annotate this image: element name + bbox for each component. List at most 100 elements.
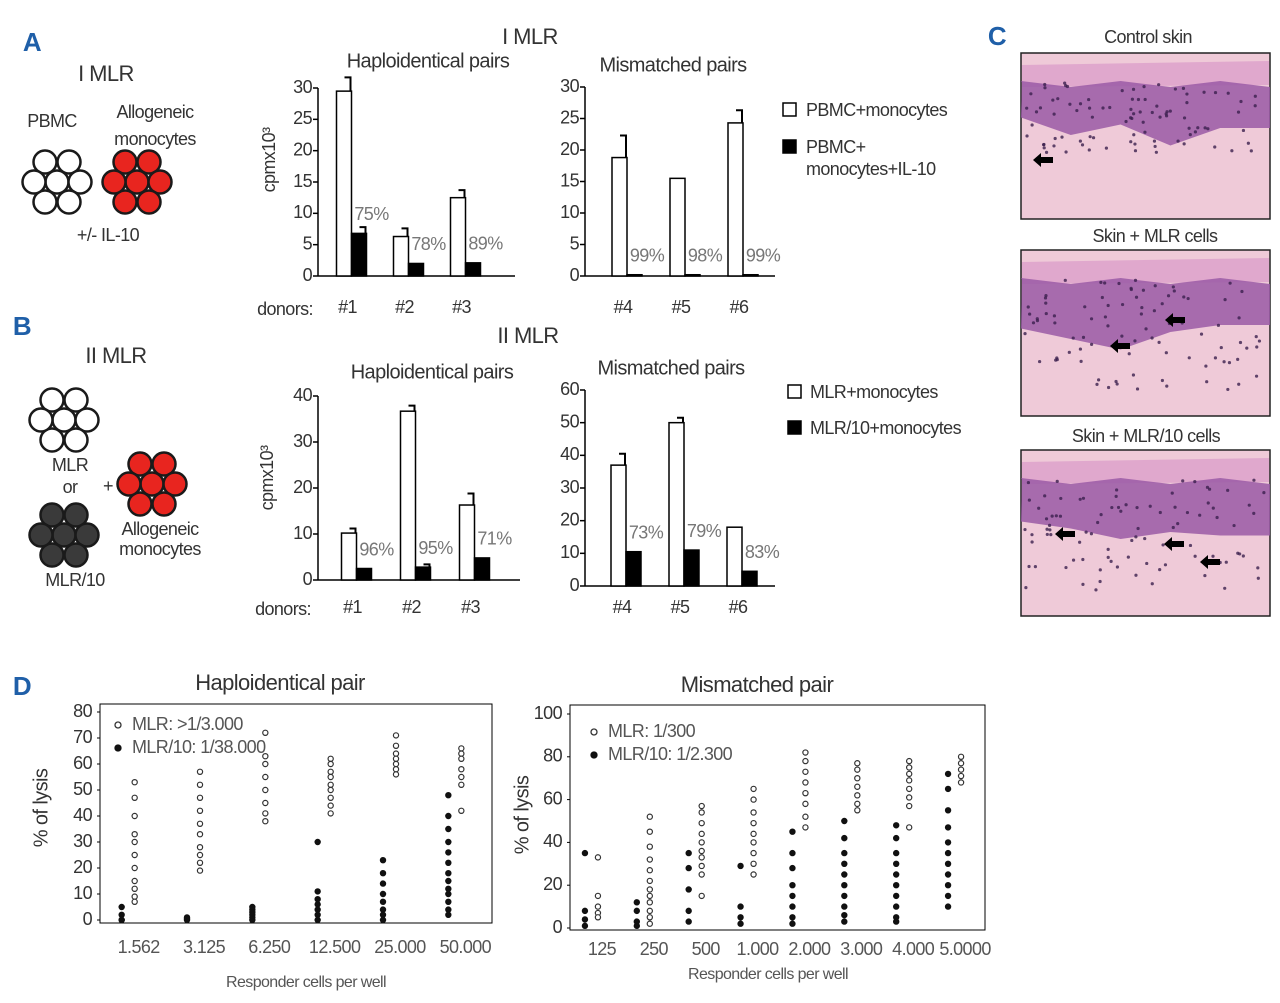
cell (147, 169, 173, 195)
reduction-label: 99% (746, 245, 781, 265)
point (646, 886, 654, 893)
nucleus (1185, 92, 1189, 96)
y-tick-label: 10 (73, 883, 92, 903)
plot-frame (569, 704, 986, 931)
reduction-label: 89% (468, 234, 503, 254)
diagram-label: monocytes (114, 129, 196, 149)
point (944, 903, 952, 910)
x-tick-label: 3.125 (183, 937, 226, 957)
legend-label: MLR: 1/300 (608, 721, 696, 741)
nucleus (1262, 491, 1266, 495)
point (892, 871, 900, 878)
nucleus (1213, 145, 1217, 149)
bar (626, 273, 643, 277)
bar (392, 235, 410, 277)
y-tick-label: 30 (293, 431, 312, 451)
nucleus (1222, 360, 1226, 364)
nucleus (1158, 115, 1162, 119)
diagram-label: PBMC (27, 111, 77, 131)
x-tick-label: 500 (692, 939, 721, 959)
bar (726, 526, 743, 587)
bar (684, 273, 701, 277)
nucleus (1176, 139, 1180, 143)
nucleus (1064, 150, 1068, 154)
diagram-label: or (63, 477, 78, 497)
chart-title: Haploidentical pairs (351, 361, 514, 383)
nucleus (1089, 317, 1094, 321)
point (854, 783, 861, 790)
nucleus (1087, 148, 1091, 152)
nucleus (1219, 345, 1223, 350)
x-tick-label: 1.000 (737, 939, 780, 959)
reduction-label: 73% (629, 522, 664, 542)
x-tick-label: 5.0000 (939, 939, 991, 959)
point (118, 916, 125, 924)
point (445, 849, 452, 856)
point (445, 877, 452, 885)
y-tick-label: 50 (73, 779, 92, 799)
nucleus (1116, 505, 1121, 510)
nucleus (1187, 126, 1191, 130)
cell (28, 522, 54, 548)
bar (335, 90, 353, 277)
error-bar (408, 404, 416, 412)
nucleus (1089, 532, 1094, 536)
nucleus (1023, 331, 1027, 336)
x-tick-label: 125 (588, 939, 617, 959)
point (327, 802, 334, 809)
x-tick-label: #2 (402, 597, 421, 617)
nucleus (1079, 359, 1083, 363)
nucleus (1157, 340, 1161, 344)
point (196, 851, 204, 859)
cell (56, 149, 82, 175)
nucleus (1256, 566, 1260, 570)
error-bar (401, 227, 409, 237)
nucleus (1025, 106, 1029, 110)
nucleus (1155, 104, 1159, 108)
point (445, 885, 452, 893)
nucleus (1255, 345, 1259, 349)
point (841, 817, 848, 825)
nucleus (1238, 340, 1243, 345)
y-tick-label: 50 (560, 411, 579, 431)
point (750, 871, 757, 878)
point (646, 907, 654, 915)
chart-title: Haploidentical pair (195, 670, 365, 695)
point (314, 911, 321, 919)
point (646, 856, 654, 863)
nucleus (1133, 142, 1137, 146)
y-tick-label: 0 (570, 265, 580, 285)
nucleus (1153, 284, 1157, 288)
x-tick-label: 50.000 (440, 937, 492, 957)
nucleus (1078, 102, 1083, 106)
nucleus (1115, 382, 1119, 386)
point (944, 839, 952, 846)
nucleus (1053, 321, 1057, 325)
nucleus (1132, 133, 1136, 137)
nucleus (1055, 356, 1059, 360)
point (392, 750, 400, 757)
point (737, 862, 744, 870)
nucleus (1130, 538, 1134, 543)
point (802, 800, 809, 808)
y-tick-label: 40 (543, 831, 562, 851)
nucleus (1199, 332, 1204, 336)
diagram-label: MLR (52, 455, 89, 475)
nucleus (1071, 558, 1076, 562)
point (392, 742, 400, 750)
nucleus (1104, 146, 1109, 150)
point (118, 903, 125, 911)
cell (151, 451, 177, 477)
point (314, 901, 321, 908)
nucleus (1060, 135, 1064, 139)
point (445, 911, 452, 919)
nucleus (1131, 373, 1136, 377)
point (892, 892, 900, 900)
point (458, 755, 465, 763)
y-tick-label: 25 (293, 108, 312, 128)
y-axis-label: cpmx10³ (257, 445, 277, 510)
point (646, 843, 654, 850)
x-tick-label: 3.000 (840, 939, 883, 959)
nucleus (1226, 91, 1230, 95)
bar (449, 196, 467, 277)
